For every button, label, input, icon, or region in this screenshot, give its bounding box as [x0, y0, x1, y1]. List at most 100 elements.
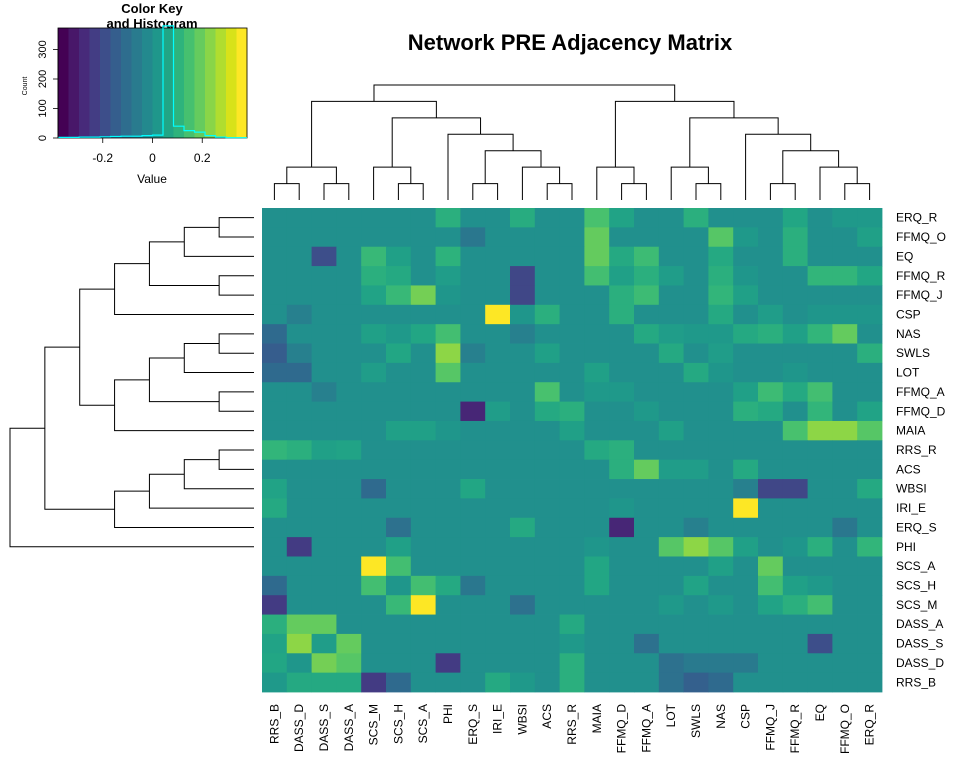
dendrogram-branch	[621, 183, 647, 200]
heatmap-cell	[286, 633, 312, 654]
heatmap-cell	[510, 595, 536, 615]
heatmap-cell	[857, 227, 883, 248]
heatmap-cell	[460, 537, 486, 557]
row-label: PHI	[896, 540, 916, 554]
color-key-x-label: Value	[137, 172, 167, 186]
dendrogram-branch	[218, 275, 254, 296]
heatmap-cell	[534, 246, 560, 267]
heatmap-cell	[733, 362, 759, 383]
heatmap-cell	[336, 595, 362, 615]
color-key-bin	[110, 28, 122, 138]
heatmap-cell	[559, 285, 585, 306]
heatmap-cell	[510, 266, 536, 286]
heatmap-cell	[534, 285, 560, 306]
heatmap-cell	[460, 517, 486, 538]
row-label: DASS_S	[896, 637, 943, 651]
heatmap-cell	[782, 556, 808, 577]
dendrogram-branch	[148, 357, 220, 403]
dendrogram-branch	[391, 117, 482, 168]
heatmap-cell	[857, 595, 883, 615]
heatmap-cell	[435, 614, 461, 635]
heatmap-cell	[559, 246, 585, 267]
heatmap-cell	[683, 362, 709, 383]
color-key: Color Key and Histogram -0.2 0 0.2 0 100 200…	[22, 1, 248, 186]
heatmap-cell	[386, 382, 412, 402]
heatmap-cell	[559, 382, 585, 402]
heatmap-cell	[658, 401, 684, 422]
heatmap-cell	[658, 266, 684, 286]
chart-title: Network PRE Adjacency Matrix	[408, 30, 733, 55]
heatmap-cell	[857, 440, 883, 461]
heatmap-cell	[485, 575, 511, 596]
heatmap-cell	[410, 556, 436, 577]
heatmap-cell	[534, 420, 560, 441]
heatmap-cell	[782, 324, 808, 344]
row-label: SCS_A	[896, 559, 935, 573]
heatmap-cell	[361, 517, 387, 538]
heatmap-cell	[534, 382, 560, 402]
heatmap-cell	[311, 672, 337, 693]
heatmap-cell	[634, 420, 660, 441]
heatmap-cell	[832, 614, 858, 635]
heatmap-cell	[758, 266, 784, 286]
heatmap-cell	[584, 401, 610, 422]
heatmap-cell	[286, 420, 312, 441]
heatmap-cell	[386, 208, 412, 228]
heatmap-cell	[534, 672, 560, 693]
color-key-histogram	[58, 25, 247, 139]
heatmap-cell	[733, 479, 759, 499]
heatmap-cell	[634, 266, 660, 286]
heatmap-cell	[683, 595, 709, 615]
heatmap-cell	[832, 498, 858, 519]
color-key-bin	[100, 28, 111, 138]
heatmap-cell	[708, 362, 734, 383]
heatmap-cell	[634, 382, 660, 402]
heatmap-cell	[782, 266, 808, 286]
heatmap-cell	[485, 633, 511, 654]
heatmap-cell	[807, 459, 833, 480]
heatmap-cell	[758, 343, 784, 364]
heatmap-cell	[435, 498, 461, 519]
heatmap-cell	[584, 498, 610, 519]
heatmap-cell	[311, 537, 337, 557]
heatmap-cell	[410, 324, 436, 344]
heatmap-cell	[658, 420, 684, 441]
heatmap-cell	[262, 440, 288, 461]
heatmap-cell	[386, 653, 412, 674]
heatmap-cell	[857, 537, 883, 557]
heatmap-cell	[857, 362, 883, 383]
heatmap-cell	[286, 653, 312, 674]
heatmap-cell	[460, 614, 486, 635]
row-label: LOT	[896, 366, 920, 380]
heatmap-cell	[311, 401, 337, 422]
heatmap-cell	[336, 362, 362, 383]
heatmap-cell	[683, 479, 709, 499]
heatmap-cell	[336, 556, 362, 577]
heatmap-cell	[758, 227, 784, 248]
heatmap-cell	[733, 324, 759, 344]
heatmap-cell	[584, 285, 610, 306]
heatmap-cell	[311, 595, 337, 615]
heatmap-cell	[286, 343, 312, 364]
heatmap-cell	[386, 575, 412, 596]
heatmap-cell	[262, 285, 288, 306]
heatmap-cell	[683, 324, 709, 344]
heatmap-cell	[832, 285, 858, 306]
heatmap-cell	[708, 246, 734, 267]
heatmap-cell	[311, 440, 337, 461]
heatmap-cell	[609, 401, 635, 422]
heatmap-cell	[782, 246, 808, 267]
color-key-title: Color Key	[121, 1, 183, 16]
heatmap-cell	[336, 401, 362, 422]
heatmap-cell	[782, 575, 808, 596]
dendrogram-branch	[614, 100, 735, 168]
heatmap-cell	[609, 537, 635, 557]
dendrogram-branch	[183, 459, 254, 490]
heatmap-cell	[559, 517, 585, 538]
row-label: ERQ_R	[896, 211, 938, 225]
heatmap-cell	[361, 672, 387, 693]
heatmap-cell	[386, 401, 412, 422]
column-label: SCS_A	[416, 704, 430, 743]
row-label: FFMQ_A	[896, 385, 945, 399]
row-label: RRS_R	[896, 443, 937, 457]
